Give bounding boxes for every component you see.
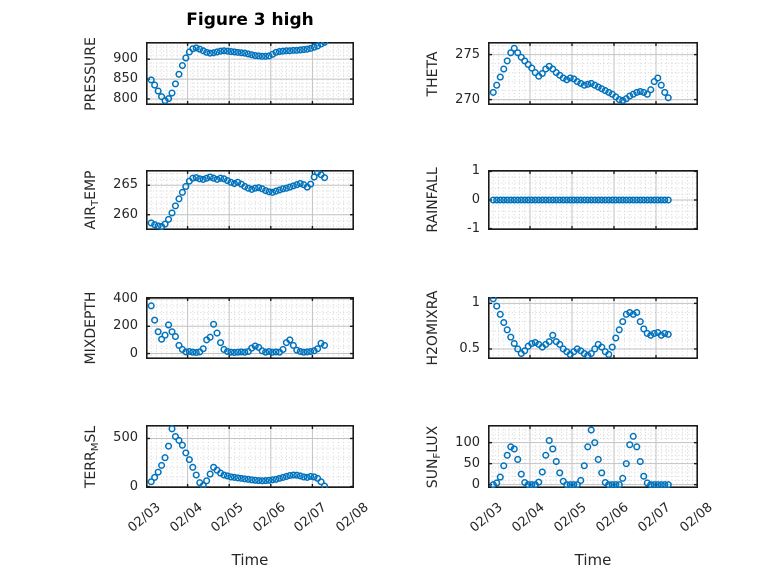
mixdepth-plot-canvas [146, 297, 354, 359]
ylabel-text: AIR [83, 206, 99, 230]
x-tick-label: 02/07 [291, 500, 331, 536]
x-tick-label: 02/03 [125, 500, 164, 536]
ylabel-text: RAINFALL [425, 167, 441, 233]
subplot-h2omixra: 0.5 1 H2OMIXRA [425, 291, 698, 366]
ylabel-text: SUN [425, 458, 441, 488]
x-tick-label: 02/06 [593, 500, 632, 536]
theta-plot-canvas [488, 42, 698, 105]
subplot-air-temp: 260 265 AIRTEMP [83, 170, 354, 230]
y-tick-label: 0 [471, 192, 480, 207]
ylabel-text: MIXDEPTH [83, 291, 99, 365]
air-temp-plot-canvas [146, 170, 354, 230]
x-tick-label: 02/08 [333, 500, 372, 536]
x-tick-label: 02/05 [551, 500, 590, 536]
y-tick-label: 1 [471, 295, 480, 311]
ylabel-text-post: SL [83, 425, 99, 443]
pressure-y-tick-labels: 800 850 900 [94, 42, 138, 107]
x-tick-label: 02/05 [208, 500, 247, 536]
ylabel-text: THETA [425, 51, 441, 96]
ylabel-subscript: F [431, 452, 443, 459]
rainfall-plot-canvas [488, 170, 698, 230]
y-tick-label: 0 [129, 345, 138, 361]
air-temp-y-tick-labels: 260 265 [94, 170, 138, 230]
y-tick-label: 0.5 [459, 340, 480, 356]
x-tick-label: 02/03 [467, 500, 506, 536]
h2omixra-y-tick-labels: 0.5 1 [436, 295, 480, 359]
y-tick-label: 850 [113, 71, 138, 87]
subplot-terr-msl: 0 500 TERRMSL 02/03 02/04 02/05 02/06 02/07 02… [83, 425, 372, 536]
sun-flux-y-tick-labels: 0 50 100 [436, 425, 480, 492]
y-tick-label: 50 [463, 455, 480, 471]
y-tick-label: 275 [455, 46, 480, 62]
y-tick-label: 900 [113, 51, 138, 67]
ylabel-text-post: LUX [425, 425, 441, 453]
x-tick-label: 02/04 [166, 500, 206, 536]
ylabel-text: TERR [83, 450, 99, 488]
pressure-plot-canvas [146, 42, 354, 105]
ylabel-text: PRESSURE [83, 36, 99, 111]
x-tick-label: 02/07 [635, 500, 674, 536]
y-tick-label: -1 [467, 220, 480, 236]
terr-msl-plot-canvas [146, 425, 354, 488]
rainfall-y-tick-labels: -1 0 1 [436, 163, 480, 235]
y-tick-label: 800 [113, 91, 138, 107]
figure-title: Figure 3 high [186, 10, 314, 30]
y-tick-label: 400 [113, 291, 138, 307]
x-axis-tick-labels-right: 02/03 02/04 02/05 02/06 02/07 02/08 [428, 488, 758, 558]
x-tick-label: 02/06 [250, 500, 289, 536]
y-tick-label: 260 [113, 206, 138, 222]
y-tick-label: 1 [471, 163, 480, 179]
ylabel-subscript: T [89, 199, 101, 207]
theta-y-tick-labels: 270 275 [436, 42, 480, 107]
y-tick-label: 200 [113, 318, 138, 334]
subplot-theta: 270 275 THETA [425, 42, 698, 107]
x-axis-label-time-left: Time [231, 551, 269, 569]
sun-flux-plot-canvas [488, 425, 698, 488]
subplot-mixdepth: 0 200 400 MIXDEPTH [83, 291, 354, 364]
terr-msl-y-tick-labels: 0 500 [94, 425, 138, 493]
ylabel-text-post: EMP [83, 170, 99, 200]
y-tick-label: 270 [455, 91, 480, 107]
subplot-sun-flux: 0 50 100 SUNFLUX 02/03 02/04 02/05 02/06 02/07… [425, 425, 716, 536]
x-tick-label: 02/08 [677, 500, 716, 536]
x-axis-label-time-right: Time [574, 551, 612, 569]
mixdepth-y-tick-labels: 0 200 400 [94, 291, 138, 361]
sun-flux-y-axis-label: SUNFLUX [424, 372, 443, 542]
h2omixra-plot-canvas [488, 297, 698, 359]
terr-msl-y-axis-label: TERRMSL [82, 372, 101, 542]
x-axis-tick-labels-left: 02/03 02/04 02/05 02/06 02/07 02/08 [86, 488, 414, 558]
y-tick-label: 100 [455, 434, 480, 450]
subplot-pressure: 800 850 900 PRESSURE [83, 37, 354, 110]
y-tick-label: 265 [113, 177, 138, 193]
subplot-rainfall: -1 0 1 RAINFALL [425, 163, 698, 236]
y-tick-label: 500 [113, 430, 138, 446]
ylabel-text: H2OMIXRA [425, 290, 441, 366]
ylabel-subscript: M [89, 442, 101, 451]
x-tick-label: 02/04 [509, 500, 548, 536]
y-tick-label: 0 [129, 478, 138, 494]
y-tick-label: 0 [471, 476, 480, 492]
